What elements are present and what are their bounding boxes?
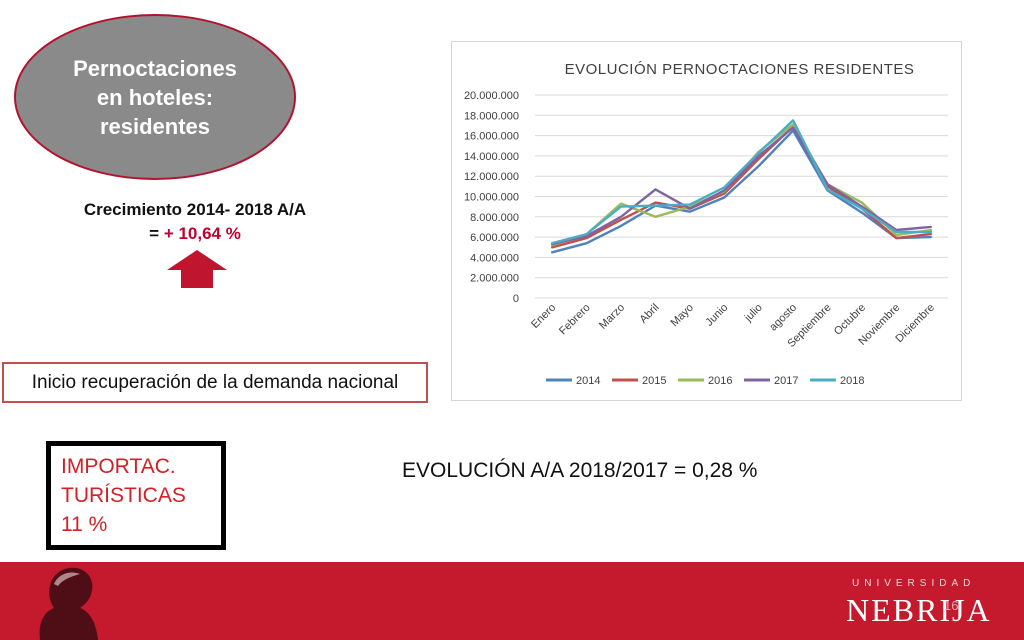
y-tick-label: 6.000.000 — [470, 232, 519, 244]
y-tick-label: 4.000.000 — [470, 252, 519, 264]
nebrija-logo: NEBRIJA — [846, 592, 992, 628]
chart-title: EVOLUCIÓN PERNOCTACIONES RESIDENTES — [565, 61, 915, 78]
importac-callout: IMPORTAC. TURÍSTICAS 11 % — [46, 441, 226, 550]
importac-line-2: TURÍSTICAS — [61, 484, 186, 507]
importac-line-3: 11 % — [61, 513, 108, 536]
y-tick-label: 14.000.000 — [464, 151, 519, 163]
y-tick-label: 16.000.000 — [464, 131, 519, 143]
y-tick-label: 18.000.000 — [464, 110, 519, 122]
legend-label-2014: 2014 — [576, 375, 600, 387]
university-label: UNIVERSIDAD — [852, 578, 976, 589]
chart-frame: EVOLUCIÓN PERNOCTACIONES RESIDENTES 0 2.00… — [451, 41, 962, 401]
line-chart: EVOLUCIÓN PERNOCTACIONES RESIDENTES 0 2.00… — [464, 61, 948, 387]
y-tick-label: 8.000.000 — [470, 212, 519, 224]
legend-label-2015: 2015 — [642, 375, 666, 387]
growth-prefix: = — [149, 224, 164, 243]
topic-ellipse: Pernoctaciones en hoteles: residentes — [14, 14, 296, 180]
growth-label: Crecimiento 2014- 2018 A/A — [83, 200, 307, 219]
growth-value: + 10,64 % — [163, 224, 241, 243]
x-tick-label: Enero — [529, 302, 558, 331]
y-tick-label: 20.000.000 — [464, 90, 519, 102]
ellipse-title: Pernoctaciones en hoteles: residentes — [73, 55, 237, 139]
evolution-text: EVOLUCIÓN A/A 2018/2017 = 0,28 % — [402, 459, 758, 482]
y-tick-label: 0 — [513, 293, 519, 305]
page-number: 16 — [944, 598, 959, 613]
x-tick-label: Junio — [703, 302, 730, 329]
x-tick-label: Febrero — [557, 302, 593, 338]
series-line-2017 — [550, 126, 932, 246]
series-line-2018 — [550, 119, 932, 245]
growth-value-line: = + 10,64 % — [30, 222, 360, 246]
series-line-2014 — [550, 129, 932, 254]
up-arrow-icon — [167, 250, 227, 288]
nebrija-portrait-icon — [39, 567, 98, 640]
y-tick-label: 12.000.000 — [464, 171, 519, 183]
x-tick-label: Abril — [638, 302, 662, 326]
x-tick-label: agosto — [767, 302, 799, 334]
footer-bar: UNIVERSIDAD NEBRIJA 16 — [0, 562, 1024, 640]
legend-label-2017: 2017 — [774, 375, 798, 387]
legend-label-2018: 2018 — [840, 375, 864, 387]
x-tick-label: julio — [742, 302, 765, 325]
recovery-callout: Inicio recuperación de la demanda nacion… — [2, 362, 428, 403]
y-tick-label: 2.000.000 — [470, 273, 519, 285]
growth-summary: Crecimiento 2014- 2018 A/A = + 10,64 % — [30, 198, 360, 246]
y-tick-label: 10.000.000 — [464, 192, 519, 204]
series-line-2015 — [550, 125, 932, 249]
legend-label-2016: 2016 — [708, 375, 732, 387]
importac-line-1: IMPORTAC. — [61, 455, 176, 478]
x-tick-label: Marzo — [597, 302, 627, 332]
x-tick-label: Mayo — [668, 302, 696, 330]
